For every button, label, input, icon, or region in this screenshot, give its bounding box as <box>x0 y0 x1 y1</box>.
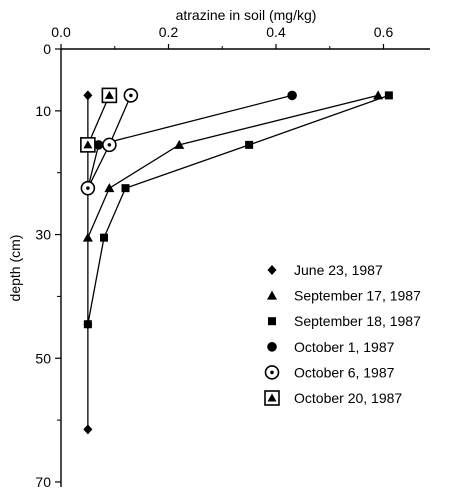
series-line-1 <box>87 94 379 238</box>
legend-item: June 23, 1987 <box>267 262 383 278</box>
data-point-s3-p1 <box>93 140 104 150</box>
y-tick-label: 30 <box>35 227 51 243</box>
data-point-s2-p4 <box>83 320 92 329</box>
axes: 0.0 0.2 0.4 0.6 0 10 30 50 70 <box>35 24 430 490</box>
legend: June 23, 1987 September 17, 1987 September… <box>264 262 421 406</box>
legend-label: October 1, 1987 <box>294 339 395 355</box>
legend-marker <box>267 342 277 352</box>
legend-item: October 1, 1987 <box>267 339 395 355</box>
data-point-s2-p2 <box>121 184 130 193</box>
legend-item: September 18, 1987 <box>268 313 421 329</box>
legend-marker <box>264 365 280 380</box>
legend-label: September 18, 1987 <box>294 313 421 329</box>
data-point-s1-p1 <box>174 139 185 149</box>
data-point-s1-p3 <box>82 232 93 242</box>
data-point-s1-p0 <box>373 90 384 100</box>
legend-label: June 23, 1987 <box>294 262 383 278</box>
data-point-s0-p3 <box>83 424 93 435</box>
data-point-s5-p1 <box>80 137 96 153</box>
legend-marker <box>268 317 276 326</box>
legend-item: October 6, 1987 <box>264 364 395 380</box>
data-point-s4-p1 <box>102 137 117 153</box>
series-markers <box>80 87 393 435</box>
data-point-s4-p0 <box>123 88 139 103</box>
data-point-s5-p0 <box>101 87 118 104</box>
legend-item: October 20, 1987 <box>264 390 402 406</box>
legend-item: September 17, 1987 <box>267 288 421 304</box>
data-point-s3-p0 <box>287 90 297 101</box>
x-tick-label: 0.4 <box>266 24 286 40</box>
y-tick-label: 10 <box>35 103 51 119</box>
data-point-s2-p0 <box>384 91 393 100</box>
x-tick-label: 0.2 <box>159 24 179 40</box>
y-tick-label: 70 <box>35 474 51 490</box>
data-point-s2-p1 <box>245 140 254 149</box>
legend-marker <box>267 290 277 300</box>
legend-label: October 20, 1987 <box>294 390 402 406</box>
y-tick-label: 0 <box>43 41 51 57</box>
x-tick-label: 0.0 <box>51 24 71 40</box>
legend-marker <box>267 265 277 275</box>
legend-marker <box>264 390 280 406</box>
data-point-s0-p0 <box>83 90 93 101</box>
y-axis-title: depth (cm) <box>7 235 23 302</box>
series-line-5 <box>87 95 110 146</box>
x-tick-label: 0.6 <box>374 24 394 40</box>
x-axis-title: atrazine in soil (mg/kg) <box>176 7 317 23</box>
data-point-s1-p2 <box>104 183 115 193</box>
data-point-s2-p3 <box>100 233 108 242</box>
y-tick-label: 50 <box>35 350 51 366</box>
legend-label: October 6, 1987 <box>294 364 395 380</box>
data-point-s4-p2 <box>80 180 96 196</box>
legend-label: September 17, 1987 <box>294 288 421 304</box>
